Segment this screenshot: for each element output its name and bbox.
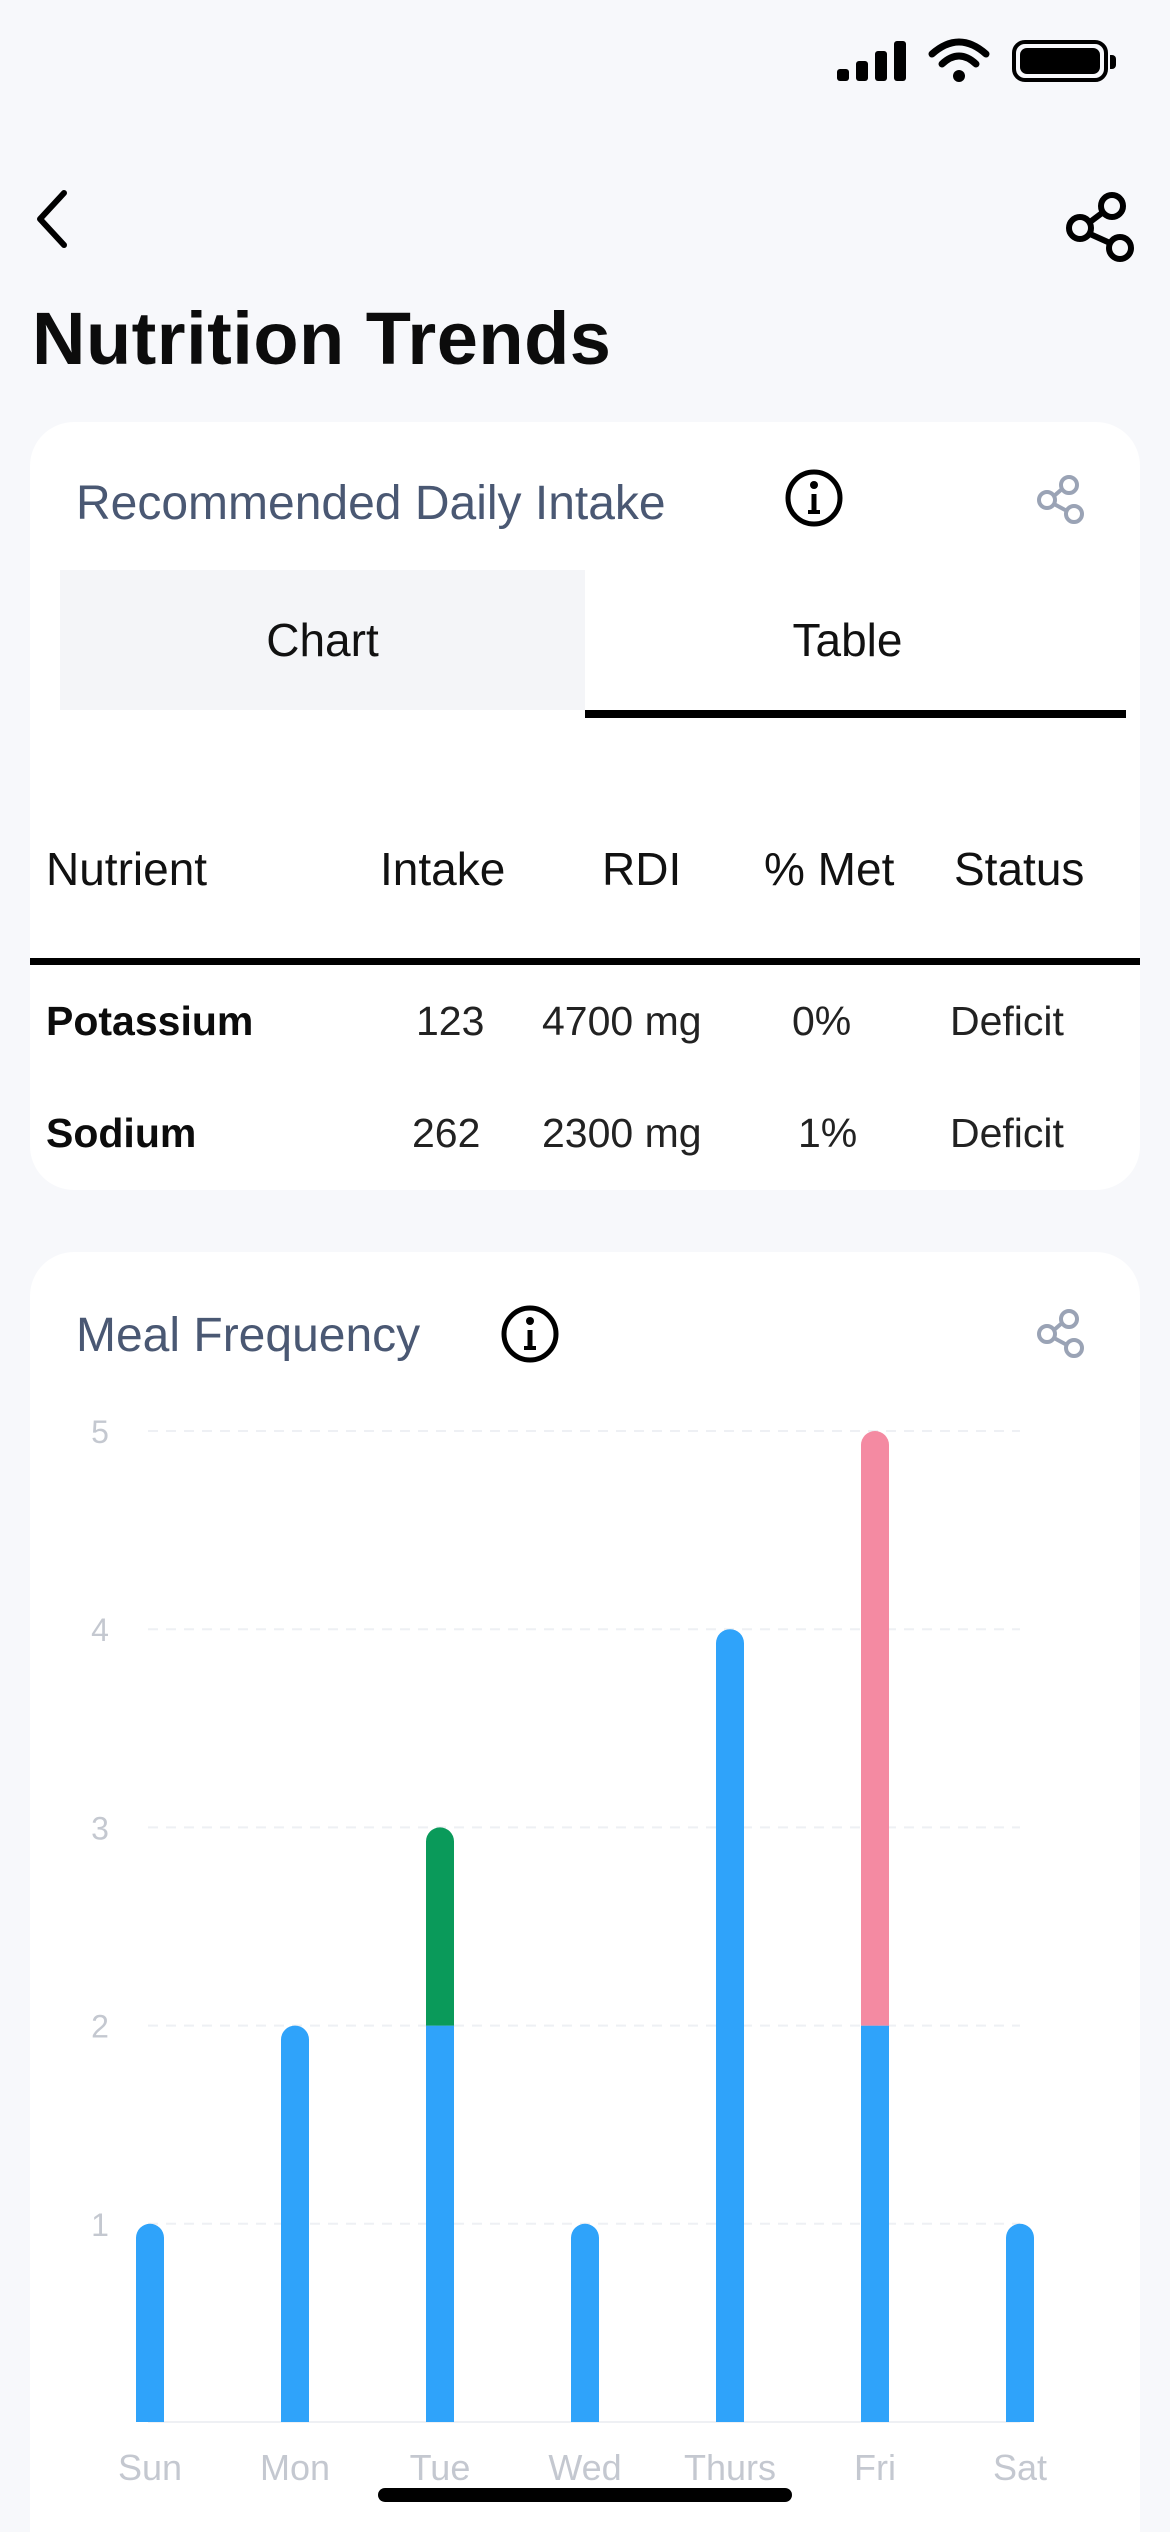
info-icon[interactable] — [500, 1304, 560, 1364]
cell-intake: 123 — [416, 998, 485, 1044]
home-indicator[interactable] — [378, 2488, 792, 2502]
cell-nutrient: Sodium — [46, 1110, 197, 1156]
rdi-card-title: Recommended Daily Intake — [76, 477, 666, 530]
cell-rdi: 2300 mg — [542, 1110, 702, 1156]
bar-segment — [716, 1629, 744, 2422]
wifi-icon — [928, 38, 990, 82]
y-tick-label: 5 — [91, 1414, 109, 1450]
y-tick-label: 3 — [91, 1810, 109, 1846]
meal-card-title: Meal Frequency — [76, 1309, 421, 1362]
meal-frequency-chart: 1 2 3 4 5 Sun Mon Tue Wed Thurs Fri Sat — [91, 1414, 1047, 2488]
battery-icon — [1012, 40, 1116, 82]
signal-icon — [837, 41, 906, 81]
table-divider — [30, 958, 1140, 965]
y-tick-label: 2 — [91, 2009, 109, 2045]
rdi-card: Recommended Daily Intake Chart Table Nut… — [30, 422, 1140, 1190]
share-icon[interactable] — [1064, 190, 1140, 266]
status-bar — [0, 0, 1170, 120]
status-icons — [837, 38, 1116, 84]
header-rdi: RDI — [602, 843, 682, 895]
header-met: % Met — [764, 843, 895, 895]
table-header: Nutrient Intake RDI % Met Status — [30, 842, 1140, 912]
x-tick-label: Sun — [118, 2447, 182, 2488]
chevron-left-icon — [37, 190, 67, 248]
table-row: Potassium 123 4700 mg 0% Deficit — [30, 998, 1140, 1058]
table-row: Sodium 262 2300 mg 1% Deficit — [30, 1110, 1140, 1170]
bar-segment — [571, 2223, 599, 2422]
x-tick-label: Tue — [410, 2447, 471, 2488]
x-tick-label: Wed — [548, 2447, 621, 2488]
cell-rdi: 4700 mg — [542, 998, 702, 1044]
cell-met: 1% — [798, 1110, 858, 1156]
x-tick-label: Fri — [854, 2447, 896, 2488]
tab-table[interactable]: Table — [585, 570, 1126, 718]
bar-segment — [426, 2025, 454, 2422]
back-button[interactable] — [22, 186, 82, 252]
x-tick-label: Sat — [993, 2447, 1047, 2488]
cell-intake: 262 — [412, 1110, 481, 1156]
cell-status: Deficit — [950, 1110, 1064, 1156]
bar-segment — [426, 1827, 454, 2026]
page-title: Nutrition Trends — [32, 297, 612, 380]
y-tick-label: 4 — [91, 1612, 109, 1648]
tab-chart[interactable]: Chart — [60, 570, 585, 710]
share-icon[interactable] — [1036, 474, 1088, 526]
bar-segment — [861, 1431, 889, 2026]
header-status: Status — [954, 843, 1085, 895]
y-tick-label: 1 — [91, 2207, 109, 2243]
header-intake: Intake — [380, 843, 506, 895]
cell-status: Deficit — [950, 998, 1064, 1044]
bar-segment — [861, 2025, 889, 2422]
cell-met: 0% — [792, 998, 852, 1044]
x-tick-label: Mon — [260, 2447, 330, 2488]
info-icon[interactable] — [784, 468, 844, 528]
share-icon[interactable] — [1036, 1308, 1088, 1360]
bar-segment — [1006, 2223, 1034, 2422]
x-tick-label: Thurs — [684, 2447, 776, 2488]
bar-segment — [136, 2223, 164, 2422]
bar-segment — [281, 2025, 309, 2422]
view-tabs: Chart Table — [60, 570, 1126, 718]
cell-nutrient: Potassium — [46, 998, 254, 1044]
header-nutrient: Nutrient — [46, 843, 208, 895]
meal-frequency-card: Meal Frequency 1 2 3 4 5 Sun Mon Tue Wed Thurs Fri… — [30, 1252, 1140, 2532]
